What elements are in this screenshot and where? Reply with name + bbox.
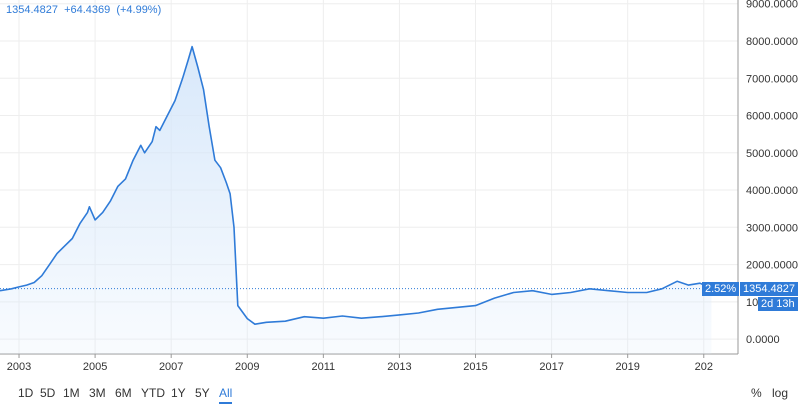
range-button-5y[interactable]: 5Y	[195, 386, 210, 400]
y-tick-label: 9000.0000	[746, 0, 798, 11]
x-tick-label: 2013	[387, 361, 411, 373]
price-value: 1354.4827	[6, 4, 58, 16]
range-button-5d[interactable]: 5D	[40, 386, 56, 400]
price-readout: 1354.4827 +64.4369 (+4.99%)	[6, 4, 164, 16]
x-tick-label: 202	[695, 361, 713, 373]
x-tick-label: 2011	[312, 361, 336, 373]
last-change-pct-tag: 2.52%	[702, 281, 740, 296]
range-button-all[interactable]: All	[219, 384, 233, 404]
last-price-tag: 1354.4827	[740, 281, 798, 296]
bar-countdown-tag: 2d 13h	[758, 296, 798, 311]
y-tick-label: 5000.0000	[746, 148, 798, 160]
price-change: +64.4369	[64, 4, 111, 16]
log-scale-button[interactable]: log	[772, 386, 789, 400]
x-tick-label: 2019	[615, 361, 639, 373]
y-tick-label: 2000.0000	[746, 260, 798, 272]
x-tick-label: 2005	[83, 361, 107, 373]
price-change-pct: (+4.99%)	[116, 4, 162, 16]
y-tick-label: 4000.0000	[746, 185, 798, 197]
price-area	[0, 46, 712, 354]
range-toolbar: 1D 5D 1M 3M 6M YTD 1Y 5Y All % log	[0, 380, 800, 414]
range-button-ytd[interactable]: YTD	[141, 386, 165, 400]
range-button-6m[interactable]: 6M	[115, 386, 132, 400]
range-button-3m[interactable]: 3M	[89, 386, 106, 400]
price-line	[0, 45, 712, 325]
y-tick-label: 3000.0000	[746, 222, 798, 234]
range-button-1d[interactable]: 1D	[18, 386, 34, 400]
x-tick-label: 2009	[235, 361, 259, 373]
x-tick-label: 2017	[539, 361, 563, 373]
y-tick-label: 8000.0000	[746, 36, 798, 48]
price-chart[interactable]: 9000.0000 8000.0000 7000.0000 6000.0000 5000…	[0, 0, 800, 380]
y-tick-label: 0.0000	[746, 334, 780, 346]
x-tick-label: 2015	[463, 361, 487, 373]
x-tick-label: 2007	[159, 361, 183, 373]
y-tick-label: 6000.0000	[746, 111, 798, 123]
y-tick-label: 7000.0000	[746, 73, 798, 85]
x-tick-label: 2003	[7, 361, 31, 373]
range-button-1y[interactable]: 1Y	[171, 386, 186, 400]
range-button-1m[interactable]: 1M	[63, 386, 80, 400]
percent-scale-button[interactable]: %	[751, 386, 762, 400]
